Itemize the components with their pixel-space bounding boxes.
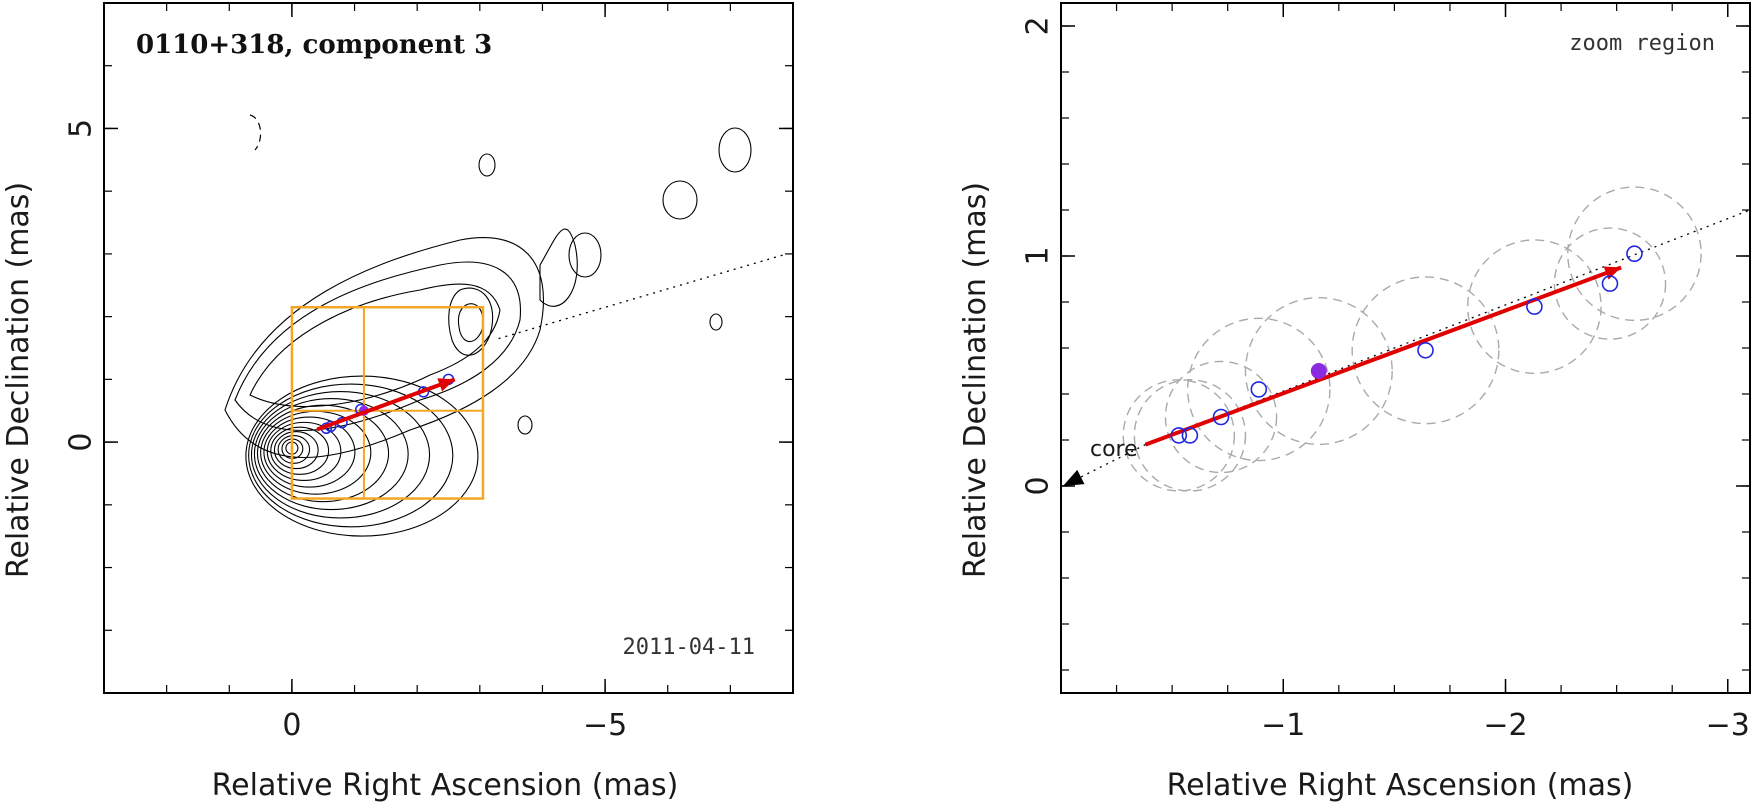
core-contour [250, 390, 431, 519]
jet-contour [249, 283, 501, 407]
right-x-tick-label: −1 [1261, 708, 1305, 743]
left-x-tick-label: 0 [282, 708, 301, 743]
jet-knot-contour [709, 313, 723, 331]
core-label: core [1090, 437, 1138, 462]
zoom-box-outline [290, 305, 485, 500]
component-size-circle [1351, 276, 1500, 425]
core-contour [253, 398, 409, 511]
right-open-point [1417, 341, 1434, 359]
right-zoom-annotation: zoom region [1569, 31, 1715, 56]
right-motion-arrow [1144, 265, 1622, 447]
jet-knot-contour [568, 232, 602, 278]
core-contour [245, 375, 479, 537]
right-filled-point [1310, 363, 1327, 379]
left-panel: 0 −5 0 5 0110+318, component 3 2011-04-11 R… [1, 2, 794, 803]
core-contour [270, 426, 330, 475]
left-trend-dotted-line [498, 253, 787, 340]
left-y-axis-label: Relative Declination (mas) [1, 182, 36, 578]
left-ticks: 0 −5 0 5 [64, 2, 794, 743]
component-size-circle [1164, 360, 1278, 474]
component-size-circle [1244, 296, 1393, 446]
right-x-tick-label: −3 [1706, 708, 1750, 743]
right-open-point [1181, 427, 1199, 444]
jet-knot-contour [718, 127, 752, 173]
left-motion-arrow [316, 377, 456, 432]
core-direction-arrowhead [1063, 469, 1085, 486]
core-contour [277, 434, 311, 464]
right-y-tick-label: 1 [1021, 246, 1056, 265]
left-trend-line [498, 253, 787, 340]
component-size-circle [1467, 239, 1602, 374]
jet-knot-contour [478, 153, 496, 177]
core-contour [256, 404, 390, 503]
right-y-axis-label: Relative Declination (mas) [958, 182, 993, 578]
right-open-point [1170, 427, 1188, 444]
component-size-circle [1567, 186, 1702, 322]
right-trend-dotted-line [1145, 209, 1751, 446]
component-size-circle [1186, 317, 1331, 462]
jet-knot-contour [517, 415, 533, 435]
right-x-axis-label: Relative Right Ascension (mas) [1167, 768, 1634, 803]
right-panel: −1 −2 −3 0 1 2 zoom region core Relative Righ… [958, 2, 1751, 803]
left-y-tick-label: 0 [64, 433, 99, 452]
right-open-point [1212, 408, 1230, 426]
jet-contour [539, 228, 578, 307]
left-contour-map [224, 114, 752, 537]
jet-contour [224, 236, 544, 459]
left-x-axis-label: Relative Right Ascension (mas) [212, 768, 679, 803]
right-trend-line [1062, 209, 1751, 487]
left-markers [316, 373, 456, 435]
right-y-tick-label: 2 [1021, 16, 1056, 35]
negative-contour [249, 114, 262, 151]
component-size-circle [1553, 227, 1667, 340]
right-open-point [1601, 275, 1619, 292]
component-size-circle [1133, 379, 1247, 492]
left-y-tick-label: 5 [64, 119, 99, 138]
core-contour [273, 431, 319, 470]
right-open-point [1526, 298, 1543, 315]
jet-contour [457, 303, 484, 343]
core-contour [248, 383, 454, 528]
left-zoom-box [290, 305, 485, 500]
right-y-tick-label: 0 [1021, 476, 1056, 495]
right-open-point [1250, 381, 1268, 398]
left-x-tick-label: −5 [583, 708, 627, 743]
core-contour [263, 416, 356, 488]
left-frame [103, 2, 794, 694]
jet-knot-contour [662, 180, 698, 220]
jet-contour [234, 261, 521, 431]
left-title: 0110+318, component 3 [136, 30, 492, 60]
jet-contour [448, 287, 494, 356]
right-ticks: −1 −2 −3 0 1 2 [1021, 3, 1750, 743]
left-date-annotation: 2011-04-11 [623, 635, 755, 660]
right-open-point [1626, 245, 1643, 262]
left-motion-arrowhead [437, 378, 455, 392]
left-frame-border [103, 2, 794, 694]
right-component-circles [1122, 186, 1702, 492]
core-direction-line [1062, 444, 1146, 487]
right-markers [1144, 245, 1643, 447]
right-x-tick-label: −2 [1483, 708, 1527, 743]
